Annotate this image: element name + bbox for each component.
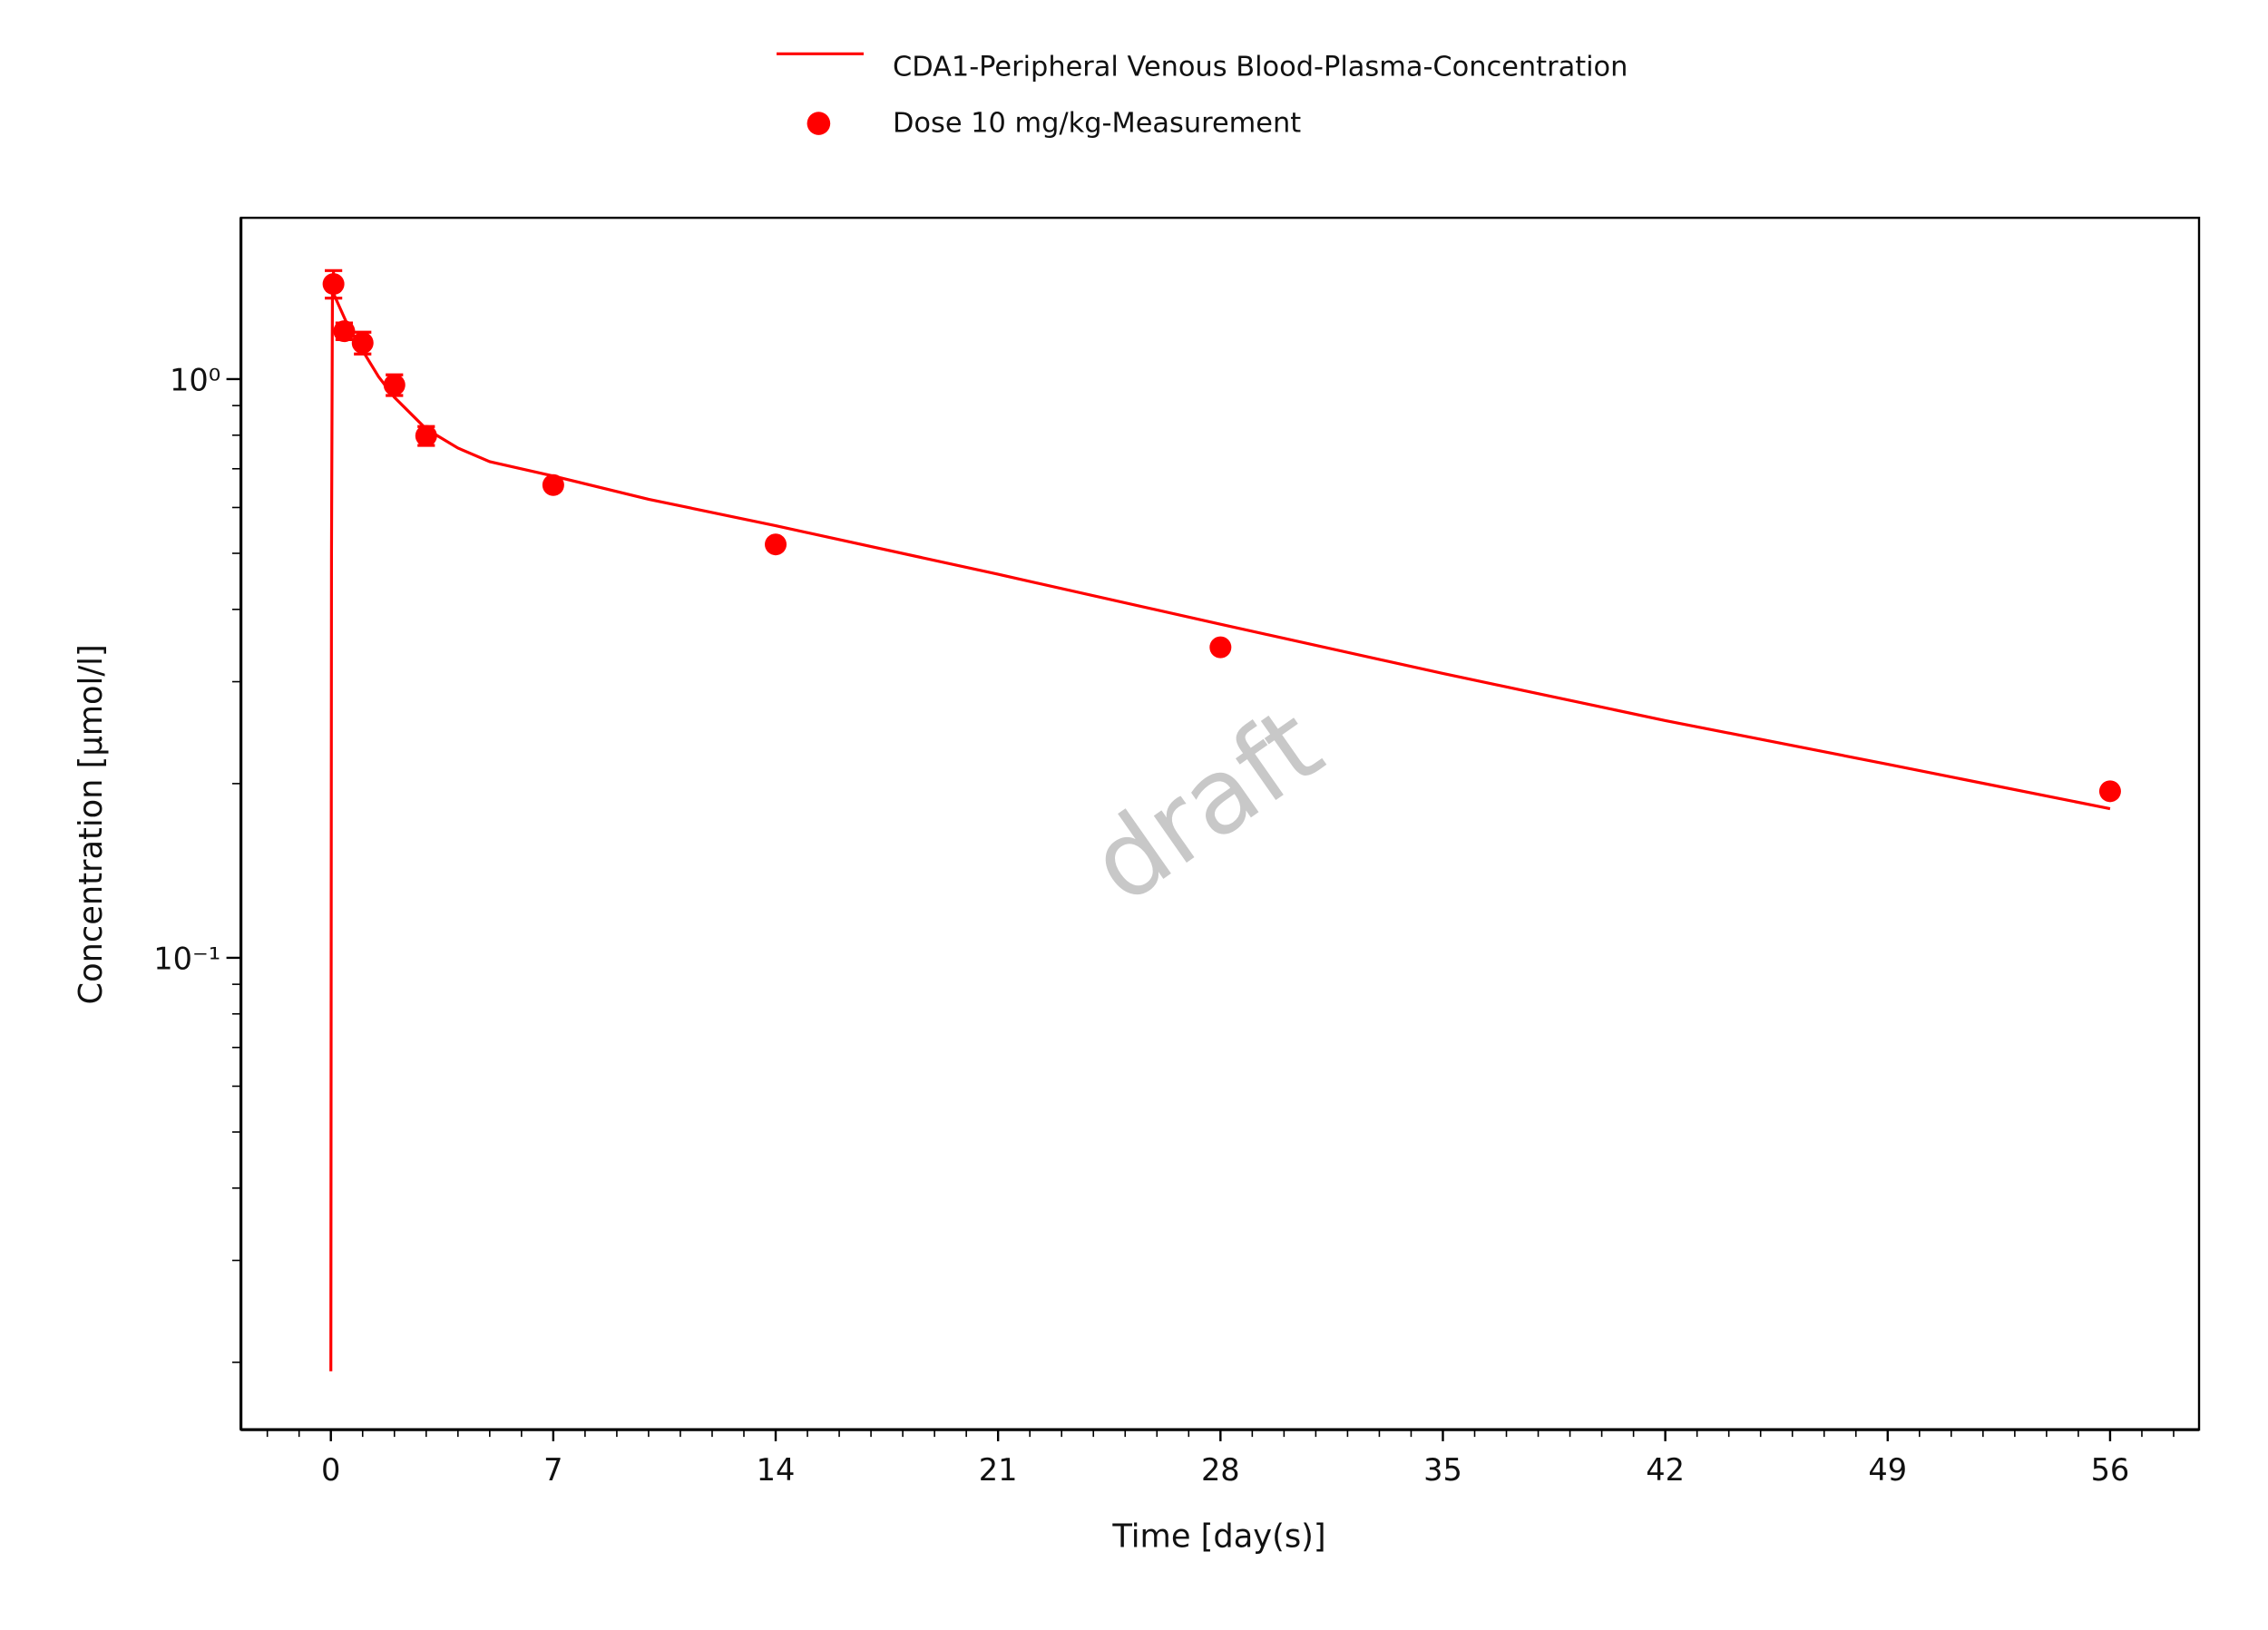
- data-point: [333, 320, 356, 343]
- x-tick-label: 28: [1201, 1452, 1240, 1488]
- legend-label: Dose 10 mg/kg-Measurement: [893, 108, 1301, 140]
- data-point: [1209, 636, 1232, 659]
- data-point: [322, 273, 345, 296]
- x-tick-label: 0: [321, 1452, 340, 1488]
- x-tick-label: 35: [1423, 1452, 1462, 1488]
- watermark: draft: [1070, 684, 1344, 926]
- x-tick-label: 56: [2091, 1452, 2130, 1488]
- legend-marker: [807, 112, 831, 135]
- x-tick-label: 42: [1646, 1452, 1685, 1488]
- legend-label: CDA1-Peripheral Venous Blood-Plasma-Conc…: [893, 51, 1628, 83]
- y-tick-label: 10⁻¹: [153, 942, 220, 977]
- data-point: [765, 533, 787, 556]
- x-tick-label: 49: [1868, 1452, 1907, 1488]
- y-tick-label: 10⁰: [170, 363, 220, 398]
- line-series: [329, 290, 2111, 1371]
- data-point: [542, 473, 564, 496]
- x-tick-label: 7: [543, 1452, 562, 1488]
- x-tick-label: 21: [979, 1452, 1018, 1488]
- data-point: [415, 425, 437, 447]
- data-point: [351, 332, 374, 355]
- x-tick-label: 14: [757, 1452, 796, 1488]
- data-point: [2098, 780, 2121, 803]
- x-axis-label: Time [day(s)]: [1111, 1518, 1325, 1556]
- data-point: [383, 374, 406, 396]
- y-axis-label: Concentration [µmol/l]: [73, 644, 110, 1004]
